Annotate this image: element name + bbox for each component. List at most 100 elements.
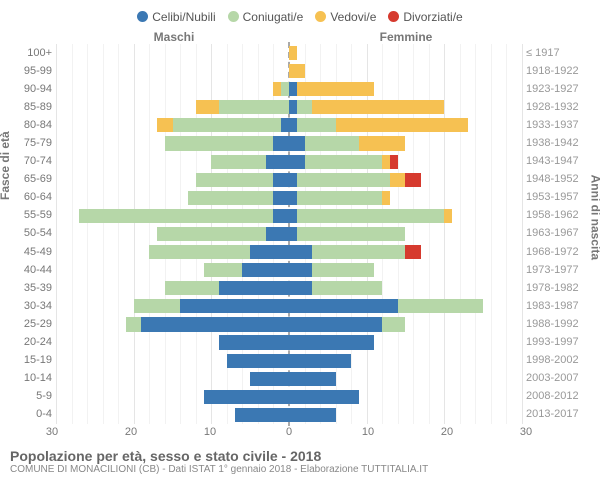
table-row (56, 225, 522, 243)
bar-segment (126, 317, 142, 331)
birth-label: 1928-1932 (526, 102, 592, 113)
bar-segment (219, 100, 289, 114)
bar-segment (266, 155, 289, 169)
table-row (56, 279, 522, 297)
age-label: 80-84 (8, 120, 52, 131)
bar-segment (297, 173, 390, 187)
male-header: Maschi (58, 30, 290, 44)
x-tick: 0 (286, 426, 292, 438)
bar-segment (242, 263, 289, 277)
bar-segment (289, 227, 297, 241)
birth-label: 2003-2007 (526, 373, 592, 384)
y-axis-left-title: Fasce di età (0, 131, 12, 200)
bar-segment (312, 245, 405, 259)
bar-segment (273, 191, 289, 205)
age-label: 5-9 (8, 391, 52, 402)
bar-segment (219, 281, 289, 295)
bar-segment (134, 299, 181, 313)
birth-label: 2008-2012 (526, 391, 592, 402)
bar-segment (157, 227, 266, 241)
legend-swatch (137, 11, 148, 22)
table-row (56, 406, 522, 424)
table-row (56, 261, 522, 279)
x-tick: 20 (441, 426, 453, 438)
bar-segment (382, 155, 390, 169)
bar-segment (297, 100, 313, 114)
legend-swatch (388, 11, 399, 22)
bar-segment (196, 100, 219, 114)
table-row (56, 98, 522, 116)
bar-segment (289, 64, 305, 78)
x-ticks: 3020100102030 (52, 424, 526, 444)
table-row (56, 134, 522, 152)
age-label: 20-24 (8, 337, 52, 348)
birth-label: 1968-1972 (526, 247, 592, 258)
bar-segment (297, 209, 445, 223)
bar-segment (305, 155, 383, 169)
bar-segment (305, 136, 359, 150)
bar-segment (289, 263, 312, 277)
bar-segment (165, 136, 274, 150)
bar-segment (273, 82, 281, 96)
birth-label: 1953-1957 (526, 192, 592, 203)
age-label: 15-19 (8, 355, 52, 366)
table-row (56, 153, 522, 171)
birth-label: 1993-1997 (526, 337, 592, 348)
x-tick: 30 (520, 426, 532, 438)
bar-segment (382, 191, 390, 205)
bar-segment (157, 118, 173, 132)
bar-segment (149, 245, 250, 259)
bar-segment (281, 82, 289, 96)
birth-label: 1918-1922 (526, 66, 592, 77)
bar-segment (289, 191, 297, 205)
age-label: 75-79 (8, 138, 52, 149)
bar-segment (235, 408, 289, 422)
bar-segment (165, 281, 219, 295)
bar-segment (289, 155, 305, 169)
age-label: 85-89 (8, 102, 52, 113)
bar-segment (273, 136, 289, 150)
age-label: 95-99 (8, 66, 52, 77)
age-label: 60-64 (8, 192, 52, 203)
age-labels: 100+95-9990-9485-8980-8475-7970-7465-696… (8, 44, 56, 424)
birth-label: 2013-2017 (526, 409, 592, 420)
table-row (56, 189, 522, 207)
x-tick: 10 (204, 426, 216, 438)
table-row (56, 297, 522, 315)
bar-segment (204, 263, 243, 277)
bar-segment (336, 118, 468, 132)
bar-segment (289, 372, 336, 386)
bar-segment (219, 335, 289, 349)
age-label: 25-29 (8, 319, 52, 330)
birth-label: 1938-1942 (526, 138, 592, 149)
table-row (56, 334, 522, 352)
bar-segment (289, 299, 398, 313)
chart-title: Popolazione per età, sesso e stato civil… (10, 448, 592, 464)
bar-segment (297, 82, 375, 96)
legend-item: Vedovi/e (315, 10, 376, 24)
birth-label: 1933-1937 (526, 120, 592, 131)
table-row (56, 315, 522, 333)
legend-item: Celibi/Nubili (137, 10, 215, 24)
table-row (56, 171, 522, 189)
age-label: 30-34 (8, 301, 52, 312)
legend: Celibi/NubiliConiugati/eVedovi/eDivorzia… (8, 6, 592, 30)
bar-segment (312, 263, 374, 277)
x-tick: 10 (362, 426, 374, 438)
table-row (56, 116, 522, 134)
bar-segment (390, 173, 406, 187)
birth-label: ≤ 1917 (526, 48, 592, 59)
birth-label: 1958-1962 (526, 210, 592, 221)
bar-segment (359, 136, 406, 150)
x-tick: 30 (46, 426, 58, 438)
birth-label: 1973-1977 (526, 265, 592, 276)
chart-container: Fasce di età Anni di nascita Celibi/Nubi… (0, 0, 600, 500)
bar-segment (297, 191, 382, 205)
table-row (56, 352, 522, 370)
bar-segment (289, 390, 359, 404)
bar-segment (297, 227, 406, 241)
bar-segment (289, 82, 297, 96)
bar-rows (56, 44, 522, 424)
age-label: 55-59 (8, 210, 52, 221)
bar-segment (79, 209, 273, 223)
